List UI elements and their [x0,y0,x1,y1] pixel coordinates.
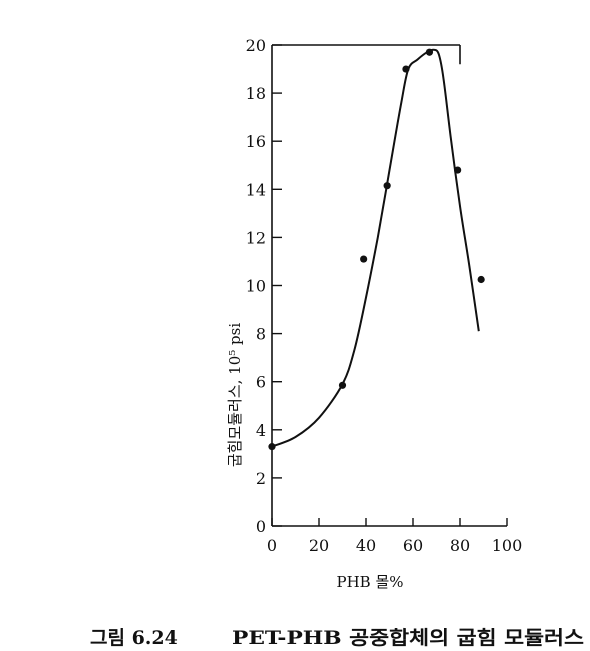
x-tick-label: 80 [450,536,470,555]
data-point [360,255,368,263]
x-tick-label: 60 [403,536,423,555]
data-point [383,182,391,190]
y-tick-label: 16 [246,132,266,151]
data-point [402,65,410,73]
x-tick-label: 100 [492,536,523,555]
x-axis-title: PHB 몰% [336,573,403,591]
y-tick-label: 8 [256,325,266,344]
figure-caption: PET-PHB 공중합체의 굽힘 모듈러스 [232,627,584,649]
axis-ticks: 0 2 4 6 8 10 12 14 16 18 20 0 20 40 60 80 100 [246,36,523,555]
y-axis-title: 굽힘모듈러스, 10⁵ psi [226,323,244,468]
y-tick-label: 0 [256,517,266,536]
y-tick-label: 14 [246,180,266,199]
y-tick-label: 20 [246,36,266,55]
data-point [268,443,276,451]
data-point [425,48,434,56]
data-points [268,48,485,451]
x-tick-label: 0 [267,536,277,555]
y-tick-label: 12 [246,228,266,247]
y-tick-label: 10 [246,277,266,296]
x-tick-label: 20 [309,536,329,555]
data-point [338,381,347,389]
y-tick-label: 18 [246,84,266,103]
data-point [477,275,485,284]
figure-label: 그림 6.24 [90,627,178,649]
fit-curve [271,48,480,448]
y-tick-label: 2 [256,469,266,488]
y-tick-label: 4 [256,421,266,440]
y-tick-label: 6 [256,373,266,392]
x-tick-label: 40 [356,536,376,555]
data-point [454,166,462,174]
